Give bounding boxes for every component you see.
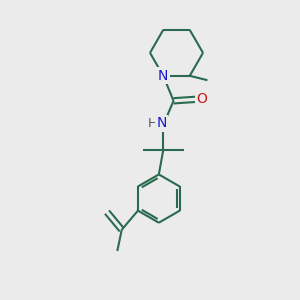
Text: H: H: [147, 117, 157, 130]
Text: N: N: [158, 69, 168, 83]
Text: O: O: [197, 92, 208, 106]
Text: N: N: [157, 116, 167, 130]
